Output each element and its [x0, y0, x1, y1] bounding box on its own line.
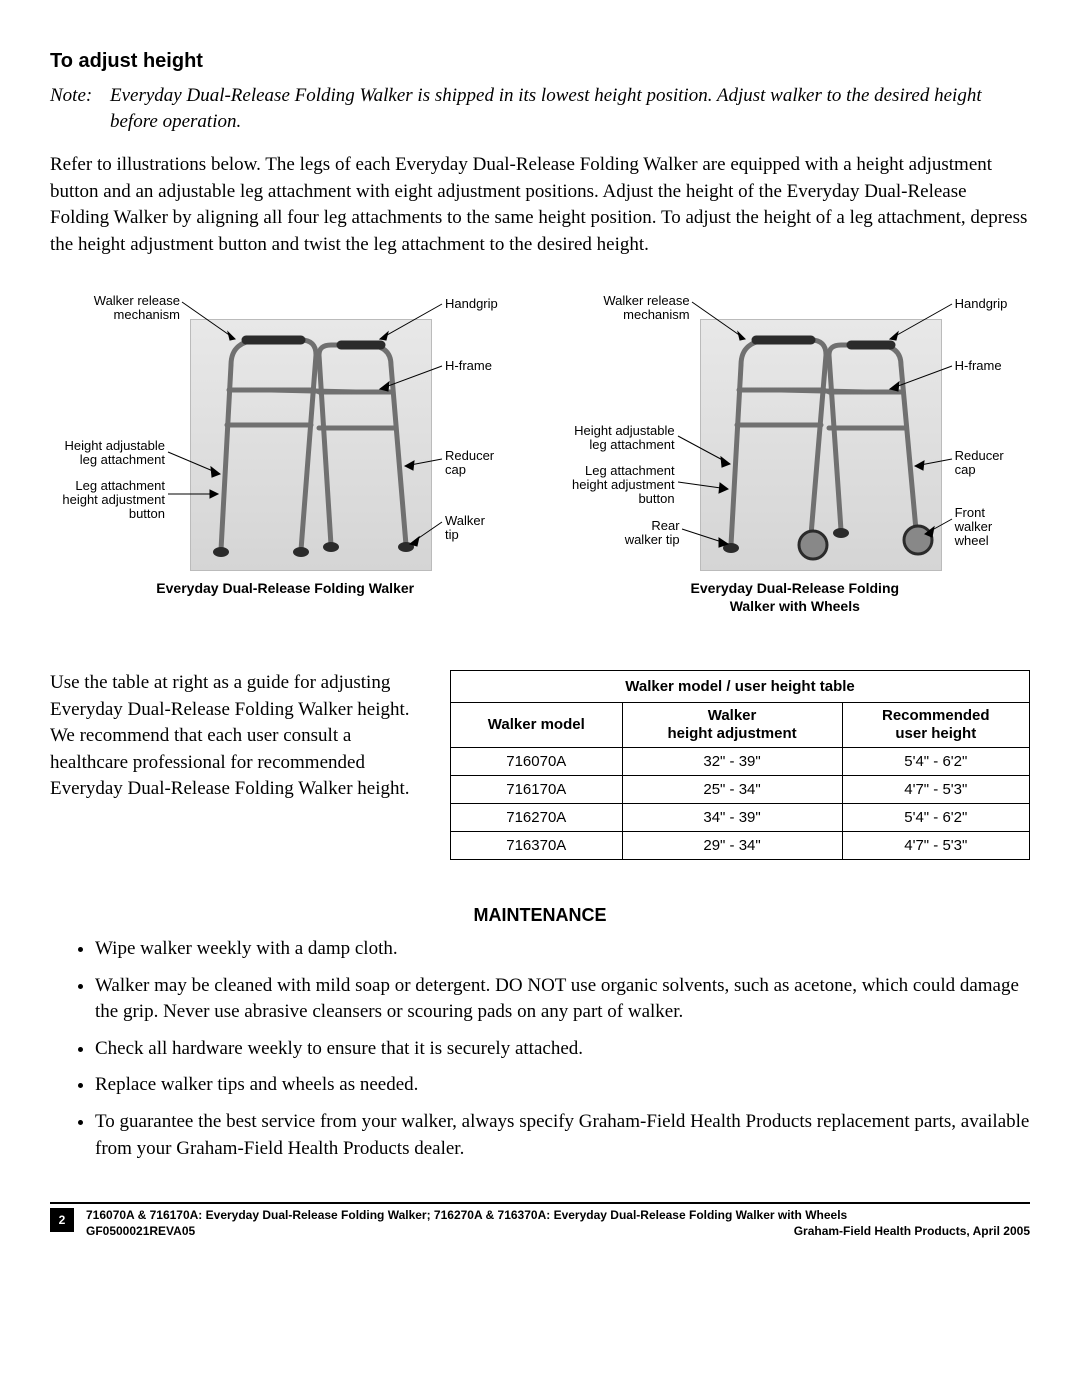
- label-adj-button: Leg attachmentheight adjustmentbutton: [35, 479, 165, 522]
- diagram-right: Walker releasemechanism Height adjustabl…: [560, 294, 1030, 615]
- label-tip: Walkertip: [445, 514, 485, 543]
- label-leg-attach-r: Height adjustableleg attachment: [545, 424, 675, 453]
- maint-item: Replace walker tips and wheels as needed…: [95, 1072, 1030, 1099]
- maintenance-list: Wipe walker weekly with a damp cloth. Wa…: [50, 936, 1030, 1162]
- diagram-right-caption: Everyday Dual-Release FoldingWalker with…: [560, 579, 1030, 615]
- label-wheel: Frontwalkerwheel: [955, 506, 993, 549]
- adjust-body: Refer to illustrations below. The legs o…: [50, 152, 1030, 258]
- note-block: Note: Everyday Dual-Release Folding Walk…: [50, 83, 1030, 134]
- maint-item: Wipe walker weekly with a damp cloth.: [95, 936, 1030, 963]
- col-adjust: Walkerheight adjustment: [622, 703, 842, 748]
- label-adj-button-r: Leg attachmentheight adjustmentbutton: [545, 464, 675, 507]
- footer-doc-code: GF0500021REVA05: [86, 1224, 195, 1240]
- height-table: Walker model / user height table Walker …: [450, 670, 1030, 860]
- label-hframe-r: H-frame: [955, 359, 1002, 373]
- diagrams-row: Walker releasemechanism Height adjustabl…: [50, 294, 1030, 615]
- diagram-left-caption: Everyday Dual-Release Folding Walker: [50, 579, 520, 597]
- walker-illustration-right: [700, 319, 942, 571]
- label-rear-tip: Rearwalker tip: [590, 519, 680, 548]
- label-leg-attach: Height adjustableleg attachment: [35, 439, 165, 468]
- maint-item: To guarantee the best service from your …: [95, 1109, 1030, 1162]
- label-handgrip-r: Handgrip: [955, 297, 1008, 311]
- footer: 2 716070A & 716170A: Everyday Dual-Relea…: [50, 1208, 1030, 1269]
- col-model: Walker model: [451, 703, 623, 748]
- table-row: 716370A 29" - 34" 4'7" - 5'3": [451, 832, 1030, 860]
- label-release: Walker releasemechanism: [50, 294, 180, 323]
- label-reducer: Reducercap: [445, 449, 494, 478]
- table-row: 716070A 32" - 39" 5'4" - 6'2": [451, 748, 1030, 776]
- heading-adjust: To adjust height: [50, 50, 1030, 73]
- label-reducer-r: Reducercap: [955, 449, 1004, 478]
- page-number: 2: [50, 1208, 74, 1232]
- col-userht: Recommendeduser height: [842, 703, 1029, 748]
- note-text: Everyday Dual-Release Folding Walker is …: [110, 83, 1030, 134]
- table-row: 716170A 25" - 34" 4'7" - 5'3": [451, 776, 1030, 804]
- table-title: Walker model / user height table: [451, 671, 1030, 703]
- footer-rule: [50, 1202, 1030, 1204]
- table-intro: Use the table at right as a guide for ad…: [50, 670, 420, 803]
- label-hframe: H-frame: [445, 359, 492, 373]
- maint-item: Walker may be cleaned with mild soap or …: [95, 973, 1030, 1026]
- walker-illustration-left: [190, 319, 432, 571]
- note-label: Note:: [50, 83, 110, 134]
- diagram-left: Walker releasemechanism Height adjustabl…: [50, 294, 520, 615]
- label-release-r: Walker releasemechanism: [560, 294, 690, 323]
- heading-maintenance: MAINTENANCE: [50, 905, 1030, 926]
- maint-item: Check all hardware weekly to ensure that…: [95, 1036, 1030, 1063]
- label-handgrip: Handgrip: [445, 297, 498, 311]
- footer-line1: 716070A & 716170A: Everyday Dual-Release…: [86, 1208, 1030, 1224]
- footer-company-date: Graham-Field Health Products, April 2005: [794, 1224, 1030, 1240]
- table-row: 716270A 34" - 39" 5'4" - 6'2": [451, 804, 1030, 832]
- table-section: Use the table at right as a guide for ad…: [50, 670, 1030, 860]
